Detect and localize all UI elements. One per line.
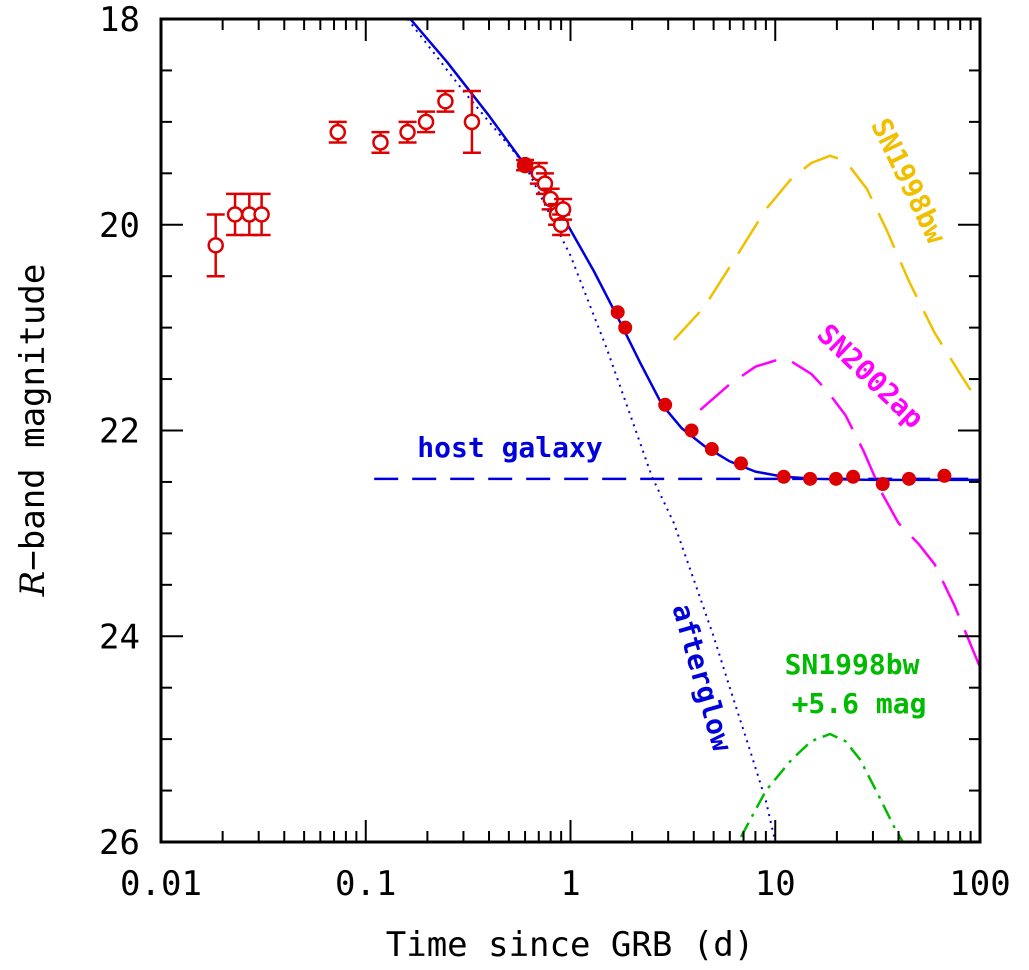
data-point-filled xyxy=(828,471,843,486)
x-axis-title: Time since GRB (d) xyxy=(386,925,754,965)
x-tick-label: 10 xyxy=(755,864,796,904)
data-point-open xyxy=(536,175,554,192)
y-axis-title-italic: R xyxy=(13,571,53,598)
x-tick-label: 1 xyxy=(560,864,580,904)
afterglow-curve xyxy=(406,19,777,842)
sn1998bw-curve xyxy=(672,154,980,406)
data-point-filled xyxy=(803,471,818,486)
data-point-filled xyxy=(618,320,633,335)
y-axis-title: R−band magnitude xyxy=(13,264,53,598)
x-tick-label: 0.01 xyxy=(120,864,202,904)
x-tick-label: 100 xyxy=(949,864,1010,904)
data-point-filled xyxy=(901,471,916,486)
y-tick-label: 18 xyxy=(99,0,140,40)
data-point-filled xyxy=(875,476,890,491)
data-point-filled xyxy=(684,423,699,438)
afterglow-label: afterglow xyxy=(665,600,739,755)
data-point-filled xyxy=(937,468,952,483)
data-points xyxy=(206,89,952,491)
y-tick-label: 20 xyxy=(99,206,140,246)
y-tick-label: 24 xyxy=(99,617,140,657)
data-point-open xyxy=(372,134,389,151)
data-point-open xyxy=(329,123,347,141)
data-point-open xyxy=(399,123,416,141)
host-galaxy-label: host galaxy xyxy=(417,431,603,464)
sn1998bw-label: SN1998bw xyxy=(864,113,953,249)
sn1998bw-scaled-label-line1: SN1998bw xyxy=(785,648,920,681)
sn2002ap-label: SN2002ap xyxy=(811,317,931,434)
data-point-open xyxy=(253,206,270,223)
data-point-open xyxy=(207,237,224,254)
y-tick-label: 22 xyxy=(99,412,140,452)
data-point-filled xyxy=(518,158,533,173)
data-point-filled xyxy=(704,442,719,457)
y-tick-label: 26 xyxy=(99,823,140,863)
sn1998bw-scaled-curve xyxy=(739,732,904,842)
sn2002ap-curve xyxy=(699,359,980,668)
x-tick-label: 0.1 xyxy=(335,864,396,904)
y-axis-title-rest: −band magnitude xyxy=(13,264,53,571)
data-point-open xyxy=(226,206,244,223)
data-point-open xyxy=(437,93,454,110)
sn1998bw-scaled-label-line2: +5.6 mag xyxy=(792,687,927,720)
data-point-filled xyxy=(733,456,748,471)
data-point-open xyxy=(463,113,481,131)
data-point-filled xyxy=(658,397,673,412)
axis-ticks xyxy=(160,18,980,843)
data-point-filled xyxy=(846,469,861,484)
data-point-filled xyxy=(610,305,625,320)
axis-tick-labels: 0.01 0.1 1 10 100 18 20 22 24 26 xyxy=(99,0,1011,904)
data-point-open xyxy=(552,216,570,233)
data-point-filled xyxy=(776,469,791,484)
data-point-open xyxy=(554,201,572,218)
data-point-open xyxy=(417,113,435,131)
